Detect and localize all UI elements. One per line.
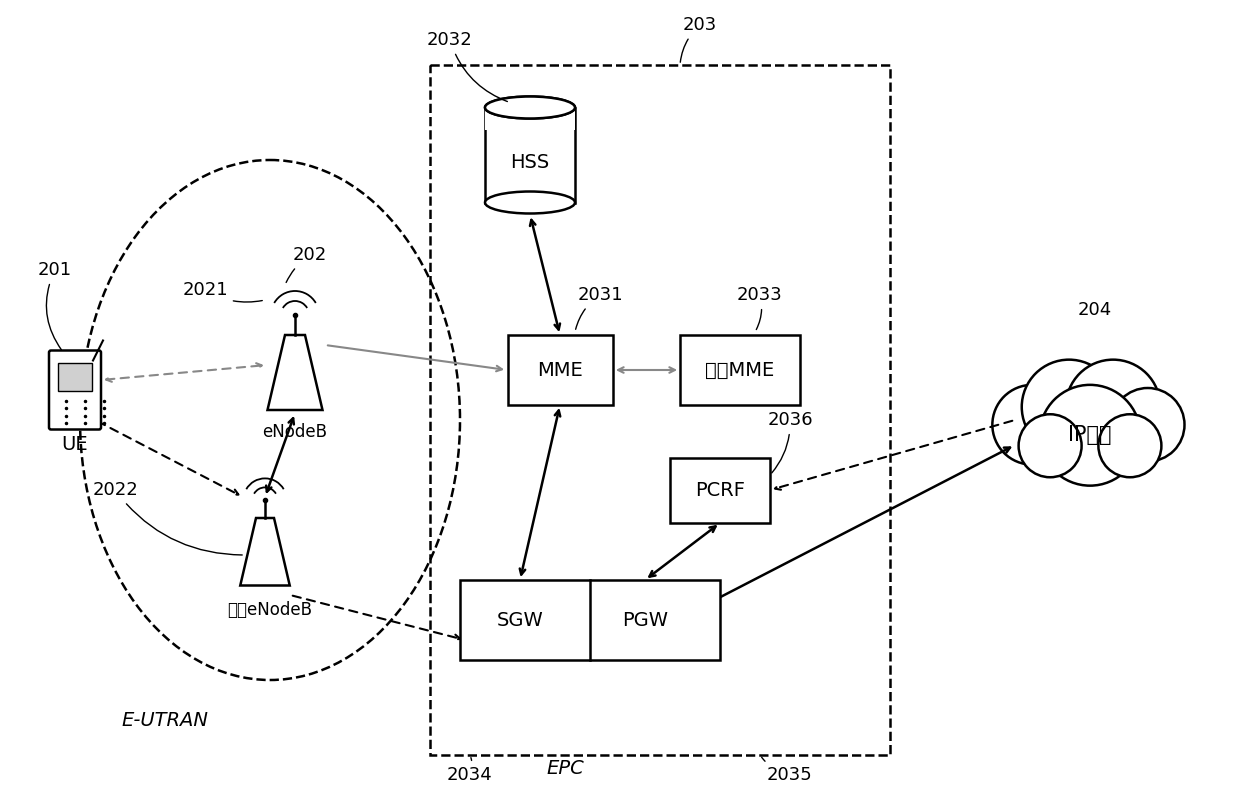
Text: E-UTRAN: E-UTRAN	[122, 710, 208, 730]
Text: EPC: EPC	[546, 759, 584, 777]
Text: PGW: PGW	[622, 611, 668, 629]
Text: eNodeB: eNodeB	[263, 423, 327, 441]
Bar	[485, 107, 575, 129]
Ellipse shape	[485, 96, 575, 119]
Circle shape	[1018, 415, 1081, 478]
Polygon shape	[268, 335, 322, 410]
Text: IP业务: IP业务	[1068, 425, 1112, 445]
Bar	[670, 457, 770, 523]
Text: 2036: 2036	[768, 411, 812, 473]
Text: 其它eNodeB: 其它eNodeB	[227, 601, 312, 619]
Circle shape	[992, 385, 1073, 465]
Circle shape	[1099, 415, 1162, 478]
Text: HSS: HSS	[511, 154, 549, 172]
Text: 2035: 2035	[761, 757, 813, 784]
Text: 204: 204	[1078, 301, 1112, 319]
Text: 203: 203	[681, 16, 717, 62]
Text: 2022: 2022	[92, 481, 242, 555]
Text: MME: MME	[537, 360, 583, 380]
Text: SGW: SGW	[497, 611, 543, 629]
Bar	[485, 107, 575, 203]
Text: 2021: 2021	[182, 281, 263, 302]
Text: UE: UE	[62, 436, 88, 454]
Text: 2034: 2034	[448, 758, 492, 784]
Ellipse shape	[1017, 393, 1163, 467]
Bar	[430, 65, 890, 755]
Text: 2032: 2032	[427, 31, 507, 102]
Text: 2031: 2031	[575, 286, 622, 330]
Bar	[58, 363, 92, 391]
Text: 201: 201	[38, 261, 72, 350]
FancyBboxPatch shape	[50, 351, 100, 430]
Bar	[507, 335, 613, 405]
Circle shape	[1111, 388, 1184, 461]
Ellipse shape	[485, 191, 575, 213]
Bar	[460, 580, 720, 660]
Text: PCRF: PCRF	[694, 481, 745, 499]
Polygon shape	[241, 518, 290, 586]
Bar	[680, 335, 800, 405]
Circle shape	[1066, 360, 1161, 454]
Text: 2033: 2033	[737, 286, 782, 330]
Text: 202: 202	[286, 246, 327, 283]
Circle shape	[1039, 385, 1141, 486]
Ellipse shape	[485, 96, 575, 119]
Text: 其它MME: 其它MME	[706, 360, 775, 380]
Circle shape	[1022, 360, 1116, 454]
